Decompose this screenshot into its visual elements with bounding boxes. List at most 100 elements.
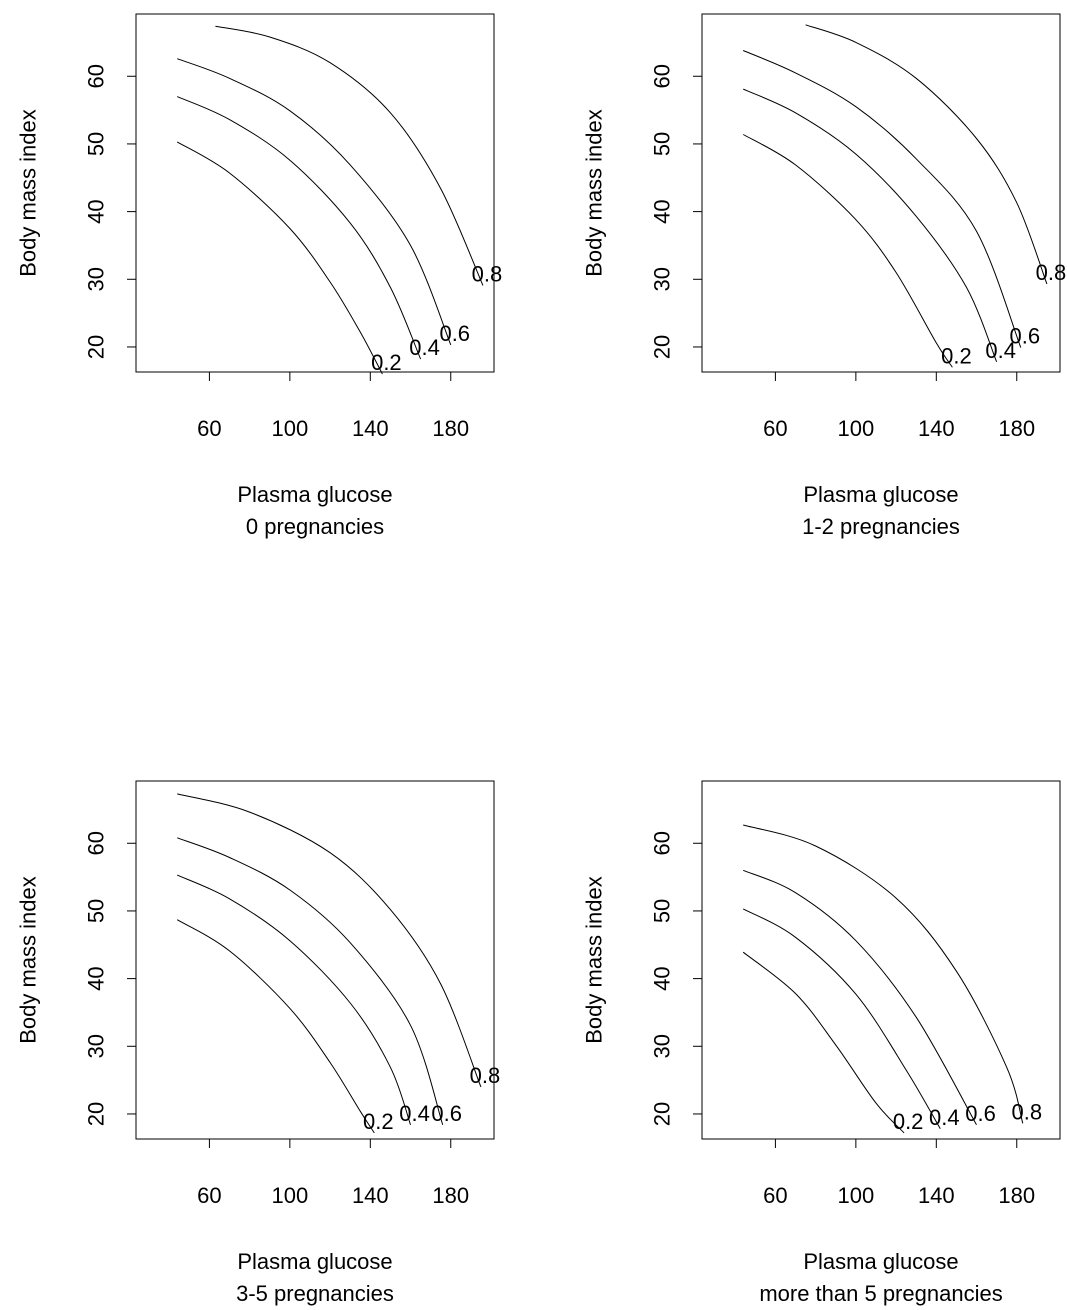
contour-line-0.2 <box>176 141 383 375</box>
contour-line-0.2 <box>176 919 375 1134</box>
y-axis-label: Body mass index <box>16 876 41 1044</box>
y-axis: 20 30 40 50 60 <box>84 831 137 1126</box>
contour-line-0.6 <box>742 50 1022 348</box>
contour-line-0.2 <box>742 134 953 368</box>
x-axis-label: Plasma glucose <box>237 1249 392 1274</box>
contour-line-0.6 <box>743 869 977 1126</box>
contour-label: 0.4 <box>985 338 1016 363</box>
contour-label: 0.6 <box>439 321 470 346</box>
plot-frame <box>135 780 495 1140</box>
contour-label: 0.8 <box>470 1063 501 1088</box>
panel-subtitle: 3-5 pregnancies <box>236 1281 394 1306</box>
x-axis: 60 100 140 180 <box>763 1138 1035 1208</box>
y-tick-label: 30 <box>650 267 675 291</box>
x-tick-label: 60 <box>197 1183 221 1208</box>
y-axis: 20 30 40 50 60 <box>650 64 703 359</box>
y-tick-label: 50 <box>84 899 109 923</box>
plot-frame <box>701 780 1061 1140</box>
panel-subtitle: 0 pregnancies <box>246 514 384 539</box>
x-tick-label: 100 <box>838 1183 875 1208</box>
x-tick-label: 180 <box>432 1183 469 1208</box>
contour-label: 0.2 <box>941 343 972 368</box>
contour-label: 0.6 <box>431 1101 462 1126</box>
plot-frame <box>701 13 1061 373</box>
contour-line-0.4 <box>742 908 941 1130</box>
y-tick-label: 50 <box>84 132 109 156</box>
contour-label: 0.2 <box>371 350 402 375</box>
x-tick-label: 180 <box>998 416 1035 441</box>
y-tick-label: 30 <box>84 1034 109 1058</box>
y-tick-label: 40 <box>650 966 675 990</box>
contour-label: 0.8 <box>472 261 503 286</box>
x-axis-label: Plasma glucose <box>237 482 392 507</box>
contour-panel-3: 60 100 140 180 20 30 40 50 60 Plasma glucose 3-5 p… <box>16 780 501 1306</box>
contour-line-0.4 <box>176 96 422 360</box>
contour-line-0.8 <box>215 25 484 286</box>
contour-line-0.6 <box>177 58 452 346</box>
y-tick-label: 60 <box>84 64 109 88</box>
x-tick-label: 100 <box>838 416 875 441</box>
x-tick-label: 100 <box>272 1183 309 1208</box>
y-tick-label: 50 <box>650 899 675 923</box>
x-tick-label: 60 <box>763 1183 787 1208</box>
contour-panel-4: 60 100 140 180 20 30 40 50 60 Plasma glucose more … <box>582 780 1061 1306</box>
x-tick-label: 100 <box>272 416 309 441</box>
contour-line-0.8 <box>805 24 1048 285</box>
contour-line-0.8 <box>743 824 1024 1124</box>
x-tick-label: 140 <box>918 1183 955 1208</box>
x-tick-label: 60 <box>763 416 787 441</box>
contour-line-0.4 <box>176 874 411 1125</box>
y-axis: 20 30 40 50 60 <box>84 64 137 359</box>
y-axis: 20 30 40 50 60 <box>650 831 703 1126</box>
x-tick-label: 140 <box>352 416 389 441</box>
x-axis: 60 100 140 180 <box>197 1138 469 1208</box>
contour-line-0.6 <box>177 837 444 1125</box>
contour-label: 0.4 <box>399 1101 430 1126</box>
contour-lines: 0.2 0.40.6 0.8 <box>176 25 503 375</box>
plot-frame <box>135 13 495 373</box>
x-tick-label: 60 <box>197 416 221 441</box>
contour-panel-1: 60 100 140 180 20 30 40 50 60 Plasma glucose 0 pre… <box>16 13 503 539</box>
y-tick-label: 20 <box>84 335 109 359</box>
panel-subtitle: more than 5 pregnancies <box>759 1281 1002 1306</box>
y-tick-label: 50 <box>650 132 675 156</box>
x-axis: 60 100 140 180 <box>197 371 469 441</box>
contour-label: 0.6 <box>965 1101 996 1126</box>
y-tick-label: 40 <box>650 199 675 223</box>
y-tick-label: 60 <box>650 64 675 88</box>
contour-line-0.8 <box>177 793 482 1088</box>
contour-panel-2: 60 100 140 180 20 30 40 50 60 Plasma glucose 1-2 p… <box>582 13 1066 539</box>
x-tick-label: 180 <box>432 416 469 441</box>
y-tick-label: 20 <box>650 1102 675 1126</box>
contour-line-0.2 <box>742 951 905 1134</box>
x-axis: 60 100 140 180 <box>763 371 1035 441</box>
x-tick-label: 140 <box>918 416 955 441</box>
panel-subtitle: 1-2 pregnancies <box>802 514 960 539</box>
contour-label: 0.6 <box>1009 324 1040 349</box>
contour-line-0.4 <box>742 88 998 362</box>
y-tick-label: 30 <box>650 1034 675 1058</box>
contour-label: 0.4 <box>409 335 440 360</box>
y-tick-label: 40 <box>84 199 109 223</box>
contour-label: 0.8 <box>1011 1099 1042 1124</box>
contour-label: 0.2 <box>363 1109 394 1134</box>
y-tick-label: 20 <box>650 335 675 359</box>
y-axis-label: Body mass index <box>16 109 41 277</box>
y-tick-label: 60 <box>650 831 675 855</box>
y-tick-label: 30 <box>84 267 109 291</box>
x-axis-label: Plasma glucose <box>803 1249 958 1274</box>
contour-label: 0.2 <box>893 1109 924 1134</box>
y-axis-label: Body mass index <box>582 109 607 277</box>
y-tick-label: 40 <box>84 966 109 990</box>
y-tick-label: 60 <box>84 831 109 855</box>
x-tick-label: 180 <box>998 1183 1035 1208</box>
y-axis-label: Body mass index <box>582 876 607 1044</box>
y-tick-label: 20 <box>84 1102 109 1126</box>
contour-label: 0.4 <box>929 1105 960 1130</box>
x-tick-label: 140 <box>352 1183 389 1208</box>
x-axis-label: Plasma glucose <box>803 482 958 507</box>
